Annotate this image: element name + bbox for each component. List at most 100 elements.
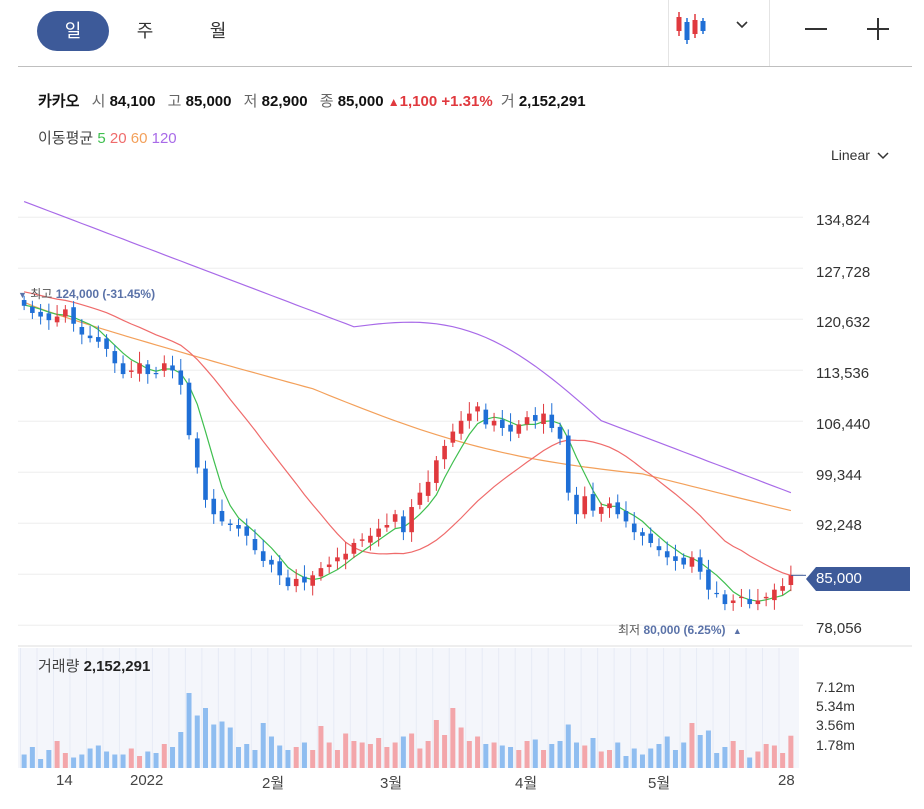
ma-5-label[interactable]: 5 <box>97 130 106 147</box>
volume-tick: 1.78m <box>816 737 855 753</box>
x-tick: 4월 <box>515 775 538 792</box>
volume-bar <box>730 741 736 768</box>
volume-bar <box>326 742 332 768</box>
volume-bar <box>392 742 398 768</box>
volume-bar <box>79 754 85 768</box>
candle-body <box>227 523 233 525</box>
volume-stripe <box>333 648 335 768</box>
price-tick: 134,824 <box>816 212 871 229</box>
candle-body <box>194 438 200 468</box>
volume-bar <box>227 727 233 768</box>
candle-body <box>574 494 579 515</box>
candle-body <box>425 481 431 496</box>
candle-body <box>120 363 126 375</box>
volume-stripe <box>69 648 71 768</box>
change-value: 1,100 <box>399 93 438 110</box>
ma-60-label[interactable]: 60 <box>130 130 148 147</box>
volume-stripe <box>399 648 401 768</box>
candle-body <box>714 592 719 595</box>
ma-label: 이동평균 <box>38 130 94 147</box>
ma60-line <box>23 301 792 512</box>
volume-bar <box>458 727 464 768</box>
candle-body <box>277 561 283 576</box>
volume-stripe <box>564 648 566 768</box>
volume-bar <box>301 742 307 768</box>
volume-bar <box>21 754 27 768</box>
volume-bar <box>244 744 250 768</box>
volume-bar <box>219 721 225 768</box>
volume-stripe <box>465 648 467 768</box>
candle-body <box>178 370 184 385</box>
candle-body <box>79 326 85 335</box>
volume-stripe <box>118 648 120 768</box>
low-marker: 최저 80,000 (6.25%) ▲ <box>618 621 742 638</box>
candle-body <box>186 382 192 436</box>
candle-body <box>71 307 76 324</box>
candle-body <box>236 525 241 529</box>
quote-summary: 카카오 시 84,100 고 85,000 저 82,900 종 85,000 … <box>38 90 586 111</box>
candle-body <box>153 372 159 375</box>
zoom-out-icon[interactable] <box>801 14 831 44</box>
candle-body <box>409 507 414 533</box>
volume-bar <box>763 744 769 768</box>
volume-bar <box>104 751 110 768</box>
candle-body <box>747 599 752 605</box>
volume-bar <box>541 750 547 768</box>
candle-body <box>219 510 225 522</box>
volume-stripe <box>646 648 648 768</box>
volume-bar <box>409 733 415 768</box>
ma-20-label[interactable]: 20 <box>109 130 127 147</box>
chart-type-selector[interactable] <box>668 0 770 66</box>
candle-body <box>285 577 291 587</box>
candle-body <box>508 424 513 432</box>
period-tab-week[interactable]: 주 <box>136 21 154 41</box>
x-tick: 5월 <box>648 775 671 792</box>
price-tick: 113,536 <box>816 365 870 382</box>
ma-120-label[interactable]: 120 <box>151 130 177 147</box>
volume-stripe <box>778 648 780 768</box>
candle-body <box>63 309 68 317</box>
zoom-in-icon[interactable] <box>863 14 893 44</box>
candle-body <box>549 414 555 428</box>
volume-bar <box>203 708 209 768</box>
period-tab-month[interactable]: 월 <box>209 21 227 41</box>
low-label: 저 <box>243 93 258 110</box>
volume-bar <box>211 724 217 768</box>
ma5-line <box>23 304 792 602</box>
candle-body <box>755 600 761 605</box>
volume-bar <box>351 741 357 768</box>
candle-body <box>491 420 497 426</box>
period-tab-day[interactable]: 일 <box>37 11 109 51</box>
candle-body <box>145 364 151 375</box>
candle-body <box>500 419 505 428</box>
volume-bar <box>318 726 324 768</box>
candlestick-icon <box>676 12 748 44</box>
volume-stripe <box>597 648 599 768</box>
x-tick: 3월 <box>380 775 403 792</box>
volume-bar <box>508 747 514 768</box>
volume-stripe <box>168 648 170 768</box>
volume-bar <box>186 693 192 768</box>
volume-bar <box>598 751 604 768</box>
close-label: 종 <box>319 93 334 110</box>
candle-body <box>450 431 456 443</box>
x-tick: 2022 <box>130 772 164 789</box>
volume-value: 2,152,291 <box>518 93 586 110</box>
volume-bar <box>606 750 612 768</box>
candle-body <box>706 569 711 590</box>
candle-body <box>318 568 324 577</box>
volume-bar <box>235 747 241 768</box>
volume-bar <box>532 739 538 768</box>
volume-bar <box>705 730 711 768</box>
volume-bar <box>153 753 159 768</box>
scale-selector[interactable]: Linear <box>831 147 889 163</box>
candle-body <box>772 589 777 601</box>
volume-bar <box>161 744 167 768</box>
volume-stripe <box>382 648 384 768</box>
volume-bar <box>38 759 44 768</box>
volume-bar <box>128 748 134 768</box>
candle-body <box>260 551 266 561</box>
candle-body <box>384 525 390 528</box>
volume-bar <box>672 750 678 768</box>
